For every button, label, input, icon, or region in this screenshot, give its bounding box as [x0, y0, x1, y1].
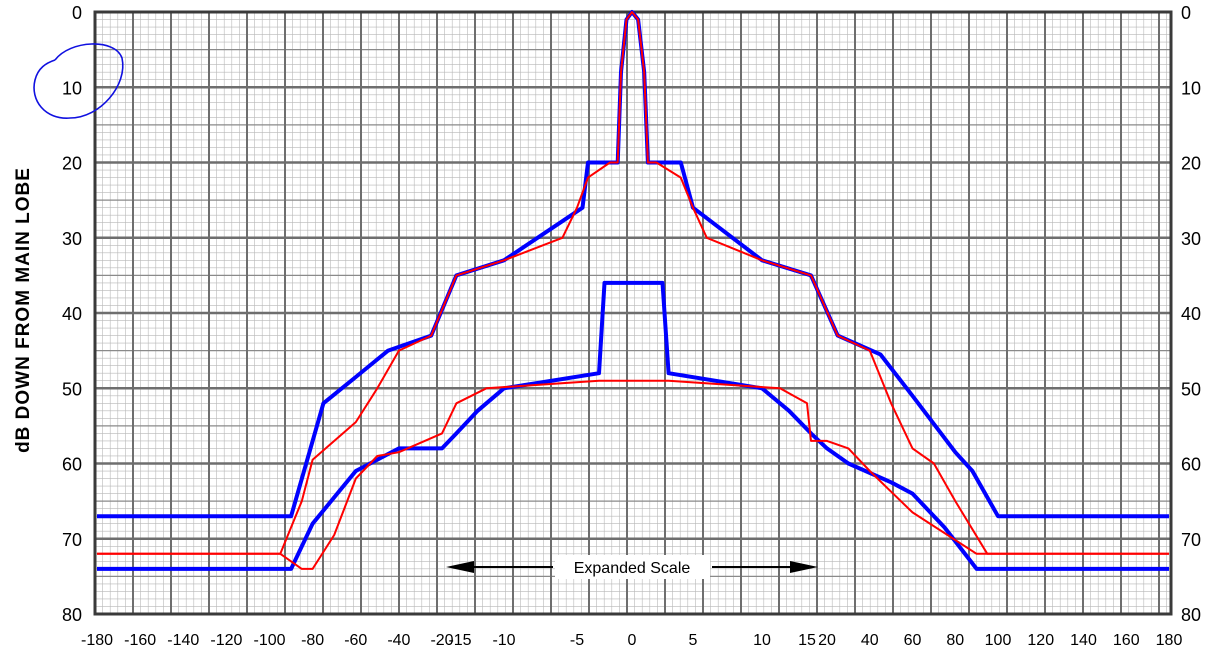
chart-annotation: Expanded Scale: [446, 555, 818, 579]
x-tick-label: 80: [946, 632, 964, 649]
y-tick-label-right: 10: [1181, 78, 1201, 98]
y-tick-label-left: 10: [62, 78, 82, 98]
x-tick-label: -140: [167, 632, 199, 649]
x-tick-label: 100: [985, 632, 1012, 649]
series-line-3: [97, 280, 1169, 571]
x-tick-label: 0: [628, 632, 637, 649]
x-tick-label: -20: [430, 632, 453, 649]
x-tick-label: -60: [344, 632, 367, 649]
y-axis-title: dB DOWN FROM MAIN LOBE: [4, 0, 44, 620]
x-tick-label: 120: [1027, 632, 1054, 649]
x-tick-label: 180: [1156, 632, 1183, 649]
series-line-2: [97, 11, 1169, 555]
y-tick-label-right: 80: [1181, 605, 1201, 625]
y-tick-label-left: 70: [62, 530, 82, 550]
y-tick-label-right: 20: [1181, 154, 1201, 174]
y-tick-label-left: 20: [62, 154, 82, 174]
y-tick-label-left: 80: [62, 605, 82, 625]
x-tick-label: -10: [492, 632, 515, 649]
y-tick-label-left: 50: [62, 379, 82, 399]
y-tick-label-right: 0: [1181, 3, 1191, 23]
x-tick-label: -180: [81, 632, 113, 649]
y-tick-label-right: 70: [1181, 530, 1201, 550]
x-tick-label: 140: [1070, 632, 1097, 649]
x-tick-label: -15: [448, 632, 471, 649]
x-tick-label: -160: [124, 632, 156, 649]
x-tick-label: 60: [904, 632, 922, 649]
series-line-4: [97, 379, 1169, 570]
x-tick-label: 160: [1113, 632, 1140, 649]
y-tick-label-right: 60: [1181, 455, 1201, 475]
chart-grid: [94, 12, 1171, 614]
y-tick-label-right: 50: [1181, 379, 1201, 399]
y-tick-label-left: 0: [72, 3, 82, 23]
x-tick-label: 5: [689, 632, 698, 649]
x-tick-label: -80: [301, 632, 324, 649]
x-tick-label: -40: [387, 632, 410, 649]
annotation-arrowhead-left: [446, 561, 474, 573]
y-tick-label-left: 40: [62, 304, 82, 324]
x-tick-label: 10: [753, 632, 771, 649]
x-tick-label: -100: [253, 632, 285, 649]
annotation-label: Expanded Scale: [574, 560, 691, 577]
x-tick-label: -120: [210, 632, 242, 649]
annotation-arrowhead-right: [790, 561, 818, 573]
y-tick-label-right: 30: [1181, 229, 1201, 249]
x-tick-label: 15: [798, 632, 816, 649]
y-tick-label-left: 30: [62, 229, 82, 249]
x-tick-label: 40: [861, 632, 879, 649]
annotation-label-bg: [555, 555, 710, 579]
y-tick-label-right: 40: [1181, 304, 1201, 324]
y-tick-label-left: 60: [62, 455, 82, 475]
chart-series: [97, 10, 1169, 571]
y-axis-title-text: dB DOWN FROM MAIN LOBE: [13, 167, 35, 453]
x-tick-label: -5: [570, 632, 584, 649]
x-tick-label: 20: [818, 632, 836, 649]
handwritten-circle-mark: [33, 43, 124, 119]
